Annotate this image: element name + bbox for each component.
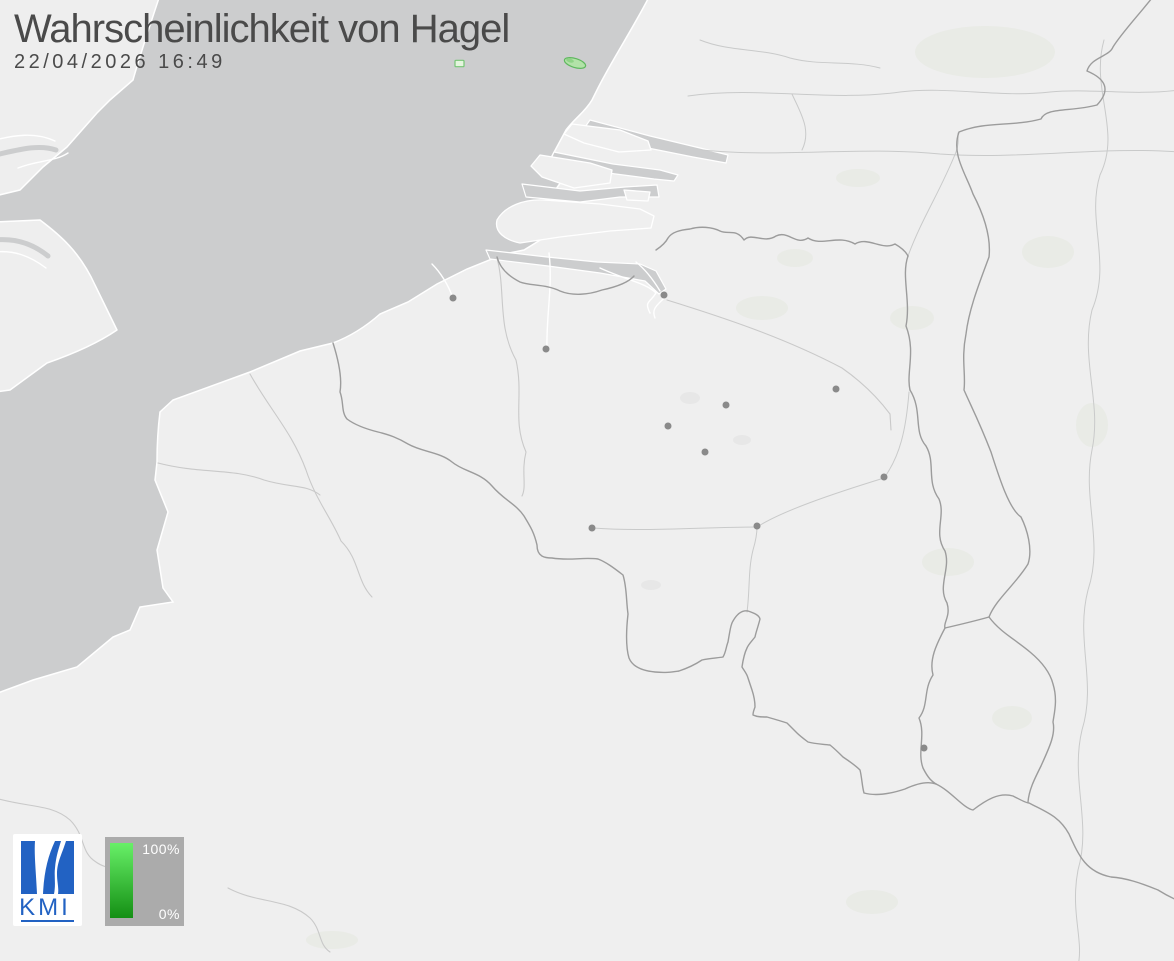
legend-gradient-bar [110, 843, 133, 918]
city-marker [880, 473, 888, 481]
hail-cell [454, 59, 465, 68]
terrain-patches [306, 26, 1108, 949]
city-marker [920, 744, 928, 752]
city-marker [542, 345, 550, 353]
kmi-logo: KMI [13, 834, 82, 926]
city-marker [660, 291, 668, 299]
delta-islands [495, 123, 655, 244]
city-marker [753, 522, 761, 530]
city-marker [832, 385, 840, 393]
title-block: Wahrscheinlichkeit von Hagel 22/04/2026 … [14, 7, 510, 74]
city-marker [449, 294, 457, 302]
england-coast [0, 0, 160, 393]
probability-legend: 100% 0% [105, 837, 184, 926]
rivers [592, 39, 1174, 961]
page-title: Wahrscheinlichkeit von Hagel [14, 7, 510, 51]
kmi-logo-swoosh-right [54, 841, 66, 894]
city-marker [701, 448, 709, 456]
region-lines [0, 257, 892, 953]
country-borders [332, 0, 1174, 900]
kmi-logo-swoosh-left [34, 841, 55, 894]
legend-max-label: 100% [142, 841, 180, 857]
flanders-rivers [431, 252, 666, 350]
city-markers [449, 291, 928, 752]
city-marker [722, 401, 730, 409]
city-marker [588, 524, 596, 532]
kmi-logo-underline [21, 920, 74, 922]
timestamp: 22/04/2026 16:49 [14, 51, 226, 73]
kmi-logo-graphic: KMI [19, 841, 74, 922]
hail-cell [566, 58, 574, 63]
kmi-logo-text: KMI [19, 894, 71, 921]
hail-cells [454, 57, 587, 69]
sea-north-sea [0, 0, 649, 693]
legend-min-label: 0% [158, 906, 180, 922]
city-marker [664, 422, 672, 430]
